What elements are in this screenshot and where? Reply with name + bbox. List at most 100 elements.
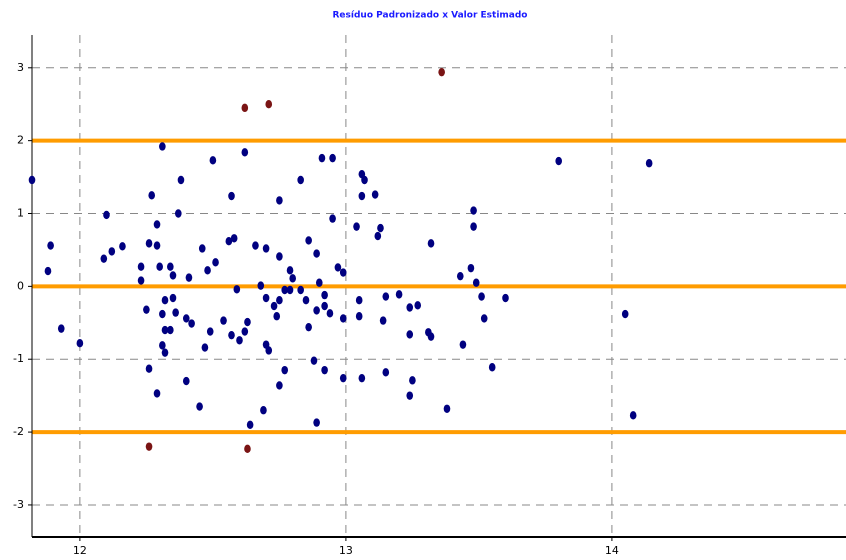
point: [167, 325, 174, 335]
x-tick-label: 14: [605, 544, 619, 557]
point: [313, 306, 320, 315]
point: [371, 190, 379, 199]
point: [156, 262, 163, 271]
y-tick-label: 0: [17, 279, 24, 292]
point: [502, 293, 509, 303]
point: [313, 249, 320, 258]
point: [169, 293, 177, 303]
point: [289, 274, 296, 283]
point: [382, 292, 390, 301]
point: [108, 247, 116, 256]
point: [355, 296, 363, 305]
point: [281, 365, 289, 375]
point: [318, 153, 326, 163]
point: [241, 327, 249, 336]
point: [262, 293, 270, 303]
point: [629, 411, 637, 420]
point: [159, 142, 166, 151]
point: [169, 271, 177, 280]
point: [414, 301, 422, 310]
point: [645, 159, 653, 168]
point: [276, 381, 283, 390]
point: [358, 373, 366, 383]
y-tick-label: 3: [17, 61, 24, 74]
point: [103, 210, 110, 220]
point: [313, 418, 320, 427]
point: [270, 301, 278, 311]
point: [467, 263, 475, 273]
point: [220, 316, 227, 325]
point: [265, 100, 273, 109]
point: [321, 290, 328, 300]
point: [480, 314, 488, 323]
point: [161, 348, 169, 357]
point: [621, 309, 629, 319]
point: [276, 252, 283, 261]
point: [438, 67, 445, 77]
point: [377, 223, 384, 233]
point: [100, 254, 108, 263]
point: [177, 175, 185, 185]
point: [76, 338, 84, 348]
point: [153, 220, 161, 229]
point: [145, 442, 153, 451]
point: [334, 263, 342, 272]
point: [472, 278, 480, 287]
point: [382, 368, 390, 377]
point: [57, 324, 65, 333]
point: [252, 241, 259, 250]
point: [286, 285, 294, 295]
y-tick-label: 2: [17, 134, 24, 147]
point: [182, 376, 190, 386]
point: [427, 239, 435, 248]
point: [353, 222, 360, 231]
point: [262, 244, 270, 253]
point: [175, 209, 182, 218]
y-tick-label: -2: [13, 425, 24, 438]
point: [315, 278, 323, 287]
point: [172, 308, 179, 317]
point: [326, 309, 334, 318]
point: [204, 266, 211, 275]
point: [355, 312, 363, 321]
point: [321, 301, 328, 311]
point: [374, 231, 382, 241]
point: [159, 309, 166, 319]
point: [148, 191, 156, 200]
point: [143, 305, 150, 314]
point: [488, 363, 496, 372]
point: [273, 312, 281, 321]
point: [145, 364, 153, 373]
point: [297, 175, 304, 185]
point: [153, 389, 161, 398]
chart-title: Resíduo Padronizado x Valor Estimado: [333, 11, 528, 21]
point: [28, 175, 36, 185]
point: [209, 156, 217, 165]
y-tick-label: -3: [13, 498, 24, 511]
point: [137, 276, 145, 285]
y-tick-label: 1: [17, 207, 24, 220]
x-tick-label: 12: [73, 544, 87, 557]
point: [276, 196, 283, 205]
point: [201, 343, 209, 352]
point: [244, 317, 251, 327]
point: [395, 290, 403, 299]
point: [198, 244, 206, 253]
point: [470, 222, 477, 231]
point: [286, 266, 294, 275]
point: [161, 296, 169, 305]
point: [321, 365, 328, 375]
point: [302, 296, 310, 305]
point: [361, 175, 368, 185]
y-tick-label: -1: [13, 352, 24, 365]
point: [478, 292, 485, 301]
point: [228, 330, 235, 340]
point: [305, 236, 312, 245]
point: [555, 156, 563, 166]
point: [241, 148, 249, 157]
point: [339, 268, 347, 277]
point: [379, 316, 387, 325]
point: [427, 332, 435, 341]
point: [310, 356, 318, 365]
